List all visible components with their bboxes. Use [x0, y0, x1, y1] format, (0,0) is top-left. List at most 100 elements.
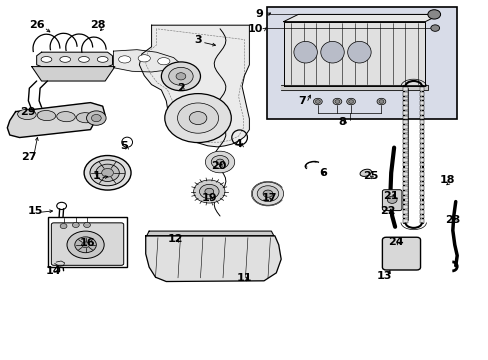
- Text: 21: 21: [383, 191, 398, 201]
- Bar: [403, 163, 407, 166]
- Bar: [419, 116, 424, 119]
- Circle shape: [67, 231, 104, 258]
- Bar: [403, 139, 407, 143]
- Bar: [419, 125, 424, 129]
- Bar: [403, 215, 407, 218]
- Bar: [419, 153, 424, 157]
- Circle shape: [252, 182, 283, 205]
- Text: 29: 29: [20, 107, 36, 117]
- Bar: [403, 144, 407, 148]
- Circle shape: [83, 222, 90, 228]
- Text: 11: 11: [236, 273, 252, 283]
- Circle shape: [72, 222, 79, 228]
- Ellipse shape: [293, 41, 317, 63]
- Circle shape: [205, 151, 234, 173]
- Ellipse shape: [119, 56, 131, 63]
- Text: 14: 14: [46, 266, 61, 276]
- Text: 2: 2: [177, 83, 184, 93]
- Bar: [419, 172, 424, 176]
- Text: 25: 25: [362, 171, 378, 181]
- Polygon shape: [146, 231, 273, 236]
- Ellipse shape: [79, 57, 89, 62]
- Circle shape: [86, 111, 106, 125]
- Ellipse shape: [97, 57, 108, 62]
- Ellipse shape: [347, 41, 370, 63]
- Ellipse shape: [359, 169, 371, 176]
- Circle shape: [81, 242, 89, 248]
- Bar: [403, 92, 407, 96]
- Circle shape: [378, 100, 383, 103]
- Bar: [419, 158, 424, 162]
- Bar: [419, 215, 424, 218]
- Circle shape: [75, 237, 96, 253]
- Text: 4: 4: [234, 139, 242, 149]
- Bar: [48, 217, 127, 267]
- Ellipse shape: [41, 57, 52, 62]
- Text: 12: 12: [167, 234, 183, 244]
- Bar: [419, 120, 424, 124]
- Text: 16: 16: [79, 238, 95, 248]
- Text: 17: 17: [261, 193, 276, 203]
- Bar: [403, 106, 407, 110]
- Bar: [403, 102, 407, 105]
- Bar: [403, 97, 407, 100]
- Circle shape: [257, 186, 278, 202]
- Circle shape: [332, 98, 341, 105]
- Circle shape: [427, 10, 440, 19]
- Bar: [419, 149, 424, 152]
- Ellipse shape: [76, 113, 95, 123]
- Bar: [403, 125, 407, 129]
- Bar: [419, 111, 424, 114]
- Circle shape: [313, 98, 322, 105]
- FancyBboxPatch shape: [382, 190, 401, 211]
- Bar: [419, 130, 424, 133]
- Ellipse shape: [157, 58, 170, 65]
- Circle shape: [84, 156, 131, 190]
- Circle shape: [91, 114, 101, 122]
- Text: 1: 1: [93, 171, 101, 181]
- FancyBboxPatch shape: [51, 223, 123, 265]
- Ellipse shape: [320, 41, 344, 63]
- Bar: [419, 87, 424, 91]
- Bar: [403, 167, 407, 171]
- Bar: [403, 149, 407, 152]
- Ellipse shape: [18, 109, 36, 120]
- Text: 18: 18: [439, 175, 454, 185]
- Bar: [419, 182, 424, 185]
- Bar: [419, 191, 424, 195]
- Circle shape: [376, 98, 385, 105]
- Bar: [419, 102, 424, 105]
- Text: 23: 23: [444, 215, 459, 225]
- Ellipse shape: [138, 55, 150, 62]
- Circle shape: [96, 164, 119, 181]
- Circle shape: [430, 25, 439, 31]
- Circle shape: [176, 73, 185, 80]
- Bar: [403, 172, 407, 176]
- Circle shape: [315, 100, 320, 103]
- Text: 5: 5: [120, 141, 127, 151]
- Circle shape: [189, 112, 206, 125]
- Text: 13: 13: [376, 271, 391, 282]
- Circle shape: [193, 180, 224, 203]
- Bar: [403, 158, 407, 162]
- FancyBboxPatch shape: [266, 7, 456, 119]
- Text: 27: 27: [21, 152, 37, 162]
- Polygon shape: [283, 14, 439, 22]
- Text: 6: 6: [318, 168, 326, 178]
- Bar: [403, 111, 407, 114]
- Bar: [419, 144, 424, 148]
- Circle shape: [164, 94, 231, 143]
- Bar: [419, 201, 424, 204]
- Bar: [403, 116, 407, 119]
- Circle shape: [211, 156, 228, 168]
- Circle shape: [346, 98, 355, 105]
- Bar: [403, 135, 407, 138]
- Bar: [403, 87, 407, 91]
- Bar: [419, 139, 424, 143]
- Bar: [419, 196, 424, 199]
- Circle shape: [204, 188, 213, 195]
- Bar: [419, 92, 424, 96]
- Text: 10: 10: [247, 24, 263, 34]
- Circle shape: [102, 168, 113, 177]
- Polygon shape: [139, 25, 249, 147]
